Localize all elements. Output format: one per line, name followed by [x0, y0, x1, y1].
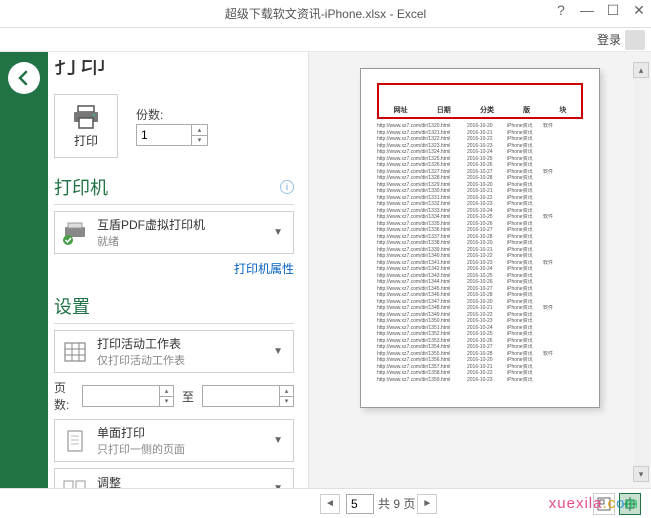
- settings-section-title: 设置: [54, 293, 294, 319]
- page-to-input[interactable]: ▴▾: [202, 385, 294, 407]
- print-button[interactable]: 打印: [54, 94, 118, 158]
- printer-properties-link[interactable]: 打印机属性: [54, 260, 294, 277]
- chevron-down-icon: ▼: [269, 227, 287, 238]
- scroll-down-icon[interactable]: ▾: [633, 466, 649, 482]
- sheet-icon: [61, 338, 89, 366]
- preview-scrollbar[interactable]: ▴ ▾: [633, 62, 649, 482]
- page-total: 共 9 页: [378, 495, 415, 512]
- signin-row: 登录: [0, 28, 651, 52]
- copies-input[interactable]: 1 ▴▾: [136, 124, 208, 146]
- close-icon[interactable]: ✕: [631, 2, 647, 18]
- minimize-icon[interactable]: —: [579, 2, 595, 18]
- backstage-main: 打印 打印 份数: 1 ▴▾ 打印机 i: [0, 52, 651, 488]
- next-page-button[interactable]: ►: [417, 494, 437, 514]
- page-icon: [61, 427, 89, 455]
- window-controls: ? — ☐ ✕: [553, 2, 647, 18]
- page-number-input[interactable]: [346, 494, 374, 514]
- printer-ready-icon: [61, 219, 89, 247]
- print-panel: 打印 打印 份数: 1 ▴▾ 打印机 i: [48, 52, 308, 488]
- back-bar: [0, 52, 48, 488]
- header-highlight: 网址日期分类版块: [377, 83, 583, 119]
- info-icon[interactable]: i: [280, 180, 294, 194]
- collate-icon: [61, 474, 89, 488]
- avatar-icon[interactable]: [625, 30, 645, 50]
- collate-dropdown[interactable]: 调整 1,2,3 1,2,3 1,2,3 ▼: [54, 468, 294, 488]
- page-preview: 网址日期分类版块 http://www.xz7.com/dir/1320.htm…: [360, 68, 600, 408]
- spinner-up-icon[interactable]: ▴: [191, 125, 207, 136]
- scroll-up-icon[interactable]: ▴: [633, 62, 649, 78]
- page-title: 打印: [54, 60, 294, 84]
- printer-icon: [71, 104, 101, 130]
- copies-label: 份数:: [136, 108, 163, 122]
- maximize-icon[interactable]: ☐: [605, 2, 621, 18]
- page-from-input[interactable]: ▴▾: [82, 385, 174, 407]
- watermark: xuexila.com: [549, 495, 639, 512]
- spinner-down-icon[interactable]: ▾: [191, 136, 207, 146]
- back-button[interactable]: [8, 62, 40, 94]
- window-title: 超级下载软文资讯-iPhone.xlsx - Excel: [225, 5, 426, 22]
- prev-page-button[interactable]: ◄: [320, 494, 340, 514]
- chevron-down-icon: ▼: [269, 435, 287, 446]
- sided-dropdown[interactable]: 单面打印 只打印一侧的页面 ▼: [54, 419, 294, 462]
- help-icon[interactable]: ?: [553, 2, 569, 18]
- printer-status: 就绪: [97, 233, 269, 249]
- printer-section-title: 打印机 i: [54, 174, 294, 200]
- printer-dropdown[interactable]: 互盾PDF虚拟打印机 就绪 ▼: [54, 211, 294, 254]
- title-bar: 超级下载软文资讯-iPhone.xlsx - Excel ? — ☐ ✕: [0, 0, 651, 28]
- signin-link[interactable]: 登录: [597, 31, 621, 48]
- chevron-down-icon: ▼: [269, 346, 287, 357]
- print-label: 打印: [74, 132, 98, 149]
- preview-area: ▴ ▾ 网址日期分类版块 http://www.xz7.com/dir/1320…: [308, 52, 651, 488]
- preview-rows: http://www.xz7.com/dir/1320.html2016-10-…: [377, 123, 583, 383]
- pages-row: 页数: ▴▾ 至 ▴▾: [54, 379, 294, 413]
- printer-name: 互盾PDF虚拟打印机: [97, 216, 269, 233]
- print-what-dropdown[interactable]: 打印活动工作表 仅打印活动工作表 ▼: [54, 330, 294, 373]
